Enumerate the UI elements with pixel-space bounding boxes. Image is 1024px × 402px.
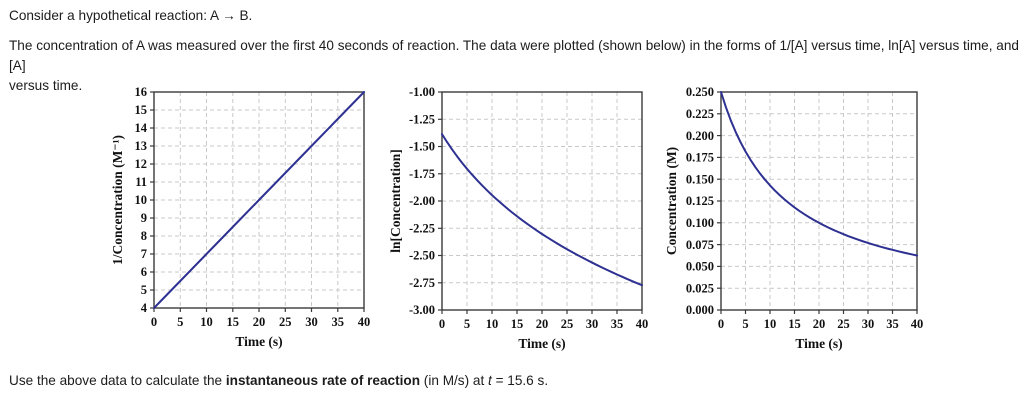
x-tick-label: 25 — [561, 317, 574, 331]
x-tick-label: 15 — [788, 317, 801, 331]
question-bold-phrase: instantaneous rate of reaction — [225, 373, 421, 388]
chart-concentration-vs-time: 0 5 10 15 20 25 30 35 40 0.000 0.025 0.050 0.075 0.10… — [664, 85, 923, 351]
gridlines — [442, 92, 642, 310]
y-tick-label: 15 — [135, 103, 148, 117]
y-tick-label: -2.50 — [409, 249, 435, 263]
x-tick-label: 15 — [511, 317, 524, 331]
intro-paragraph-line-1: The concentration of A was measured over… — [9, 38, 1019, 73]
x-tick-label: 40 — [911, 317, 924, 331]
x-tick-label: 0 — [439, 317, 445, 331]
y-tick-labels: 0.000 0.025 0.050 0.075 0.100 0.125 0.150 0.175… — [686, 85, 714, 317]
y-tick-label: -1.75 — [409, 167, 435, 181]
intro-paragraph: The concentration of A was measured over… — [9, 36, 1019, 96]
x-tick-label: 10 — [764, 317, 777, 331]
chart-inverse-concentration-vs-time: 0 5 10 15 20 25 30 35 4045678910111213141516Time… — [110, 85, 370, 349]
y-tick-label: 0.000 — [686, 303, 714, 317]
x-tick-label: 5 — [177, 315, 183, 329]
y-tick-label: -3.00 — [409, 303, 435, 317]
question-middle: (in M/s) at — [420, 373, 489, 388]
series-line — [441, 133, 643, 287]
x-tick-label: 0 — [718, 317, 724, 331]
x-tick-label: 5 — [464, 317, 470, 331]
question-suffix: = 15.6 s. — [491, 373, 549, 388]
x-tick-label: 35 — [611, 317, 624, 331]
x-tick-labels: 0 5 10 15 20 25 30 35 40 — [151, 315, 370, 329]
x-tick-label: 10 — [486, 317, 499, 331]
x-tick-label: 30 — [862, 317, 875, 331]
y-tick-label: 11 — [135, 175, 147, 189]
y-tick-labels: 4 5 6 7 8 9 10 11 12 13 14 15 16 — [135, 85, 148, 315]
y-axis-label: Concentration (M) — [664, 147, 679, 255]
x-tick-labels: 0 5 10 15 20 25 30 35 40 — [439, 317, 648, 331]
y-tick-label: 0.100 — [686, 216, 714, 230]
y-tick-label: -1.50 — [409, 140, 435, 154]
intro-paragraph-line-2: versus time. — [9, 78, 83, 93]
x-tick-label: 20 — [536, 317, 549, 331]
question-text: Use the above data to calculate the inst… — [9, 371, 548, 391]
series-line — [720, 91, 918, 257]
intro-reaction-statement: Consider a hypothetical reaction: A → B. — [9, 8, 253, 23]
y-tick-label: -1.00 — [409, 85, 435, 99]
tick-marks — [717, 91, 918, 314]
x-axis-label: Time (s) — [795, 336, 842, 351]
x-axis-label: Time (s) — [235, 334, 282, 349]
y-tick-label: 0.250 — [686, 85, 714, 99]
y-axis-label: 1/Concentration (M⁻¹) — [110, 135, 125, 265]
x-tick-label: 35 — [886, 317, 899, 331]
x-tick-label: 20 — [813, 317, 826, 331]
y-tick-label: 14 — [135, 121, 148, 135]
x-tick-label: 25 — [837, 317, 850, 331]
x-tick-label: 40 — [358, 315, 371, 329]
y-tick-label: 0.050 — [686, 260, 714, 274]
tick-marks — [438, 91, 643, 314]
y-tick-label: -2.25 — [409, 221, 435, 235]
y-tick-label: 7 — [141, 247, 147, 261]
chart-ln-concentration-vs-time: 0 5 10 15 20 25 30 35 40 -3.00 -2.75 -2.50 -2.25 -2.0… — [390, 85, 648, 351]
y-tick-label: 0.025 — [686, 281, 714, 295]
tick-marks — [150, 91, 365, 312]
y-tick-label: 4 — [141, 301, 148, 315]
y-tick-label: -2.00 — [409, 194, 435, 208]
question-prefix: Use the above data to calculate the — [9, 373, 226, 388]
y-tick-label: 9 — [141, 211, 147, 225]
y-tick-label: 6 — [141, 265, 147, 279]
y-tick-label: 0.225 — [686, 107, 714, 121]
x-tick-label: 40 — [636, 317, 649, 331]
x-tick-labels: 0 5 10 15 20 25 30 35 40 — [718, 317, 923, 331]
x-tick-label: 20 — [253, 315, 266, 329]
x-tick-label: 10 — [200, 315, 213, 329]
y-tick-label: 0.150 — [686, 172, 714, 186]
y-tick-label: 12 — [135, 157, 148, 171]
x-tick-label: 0 — [151, 315, 157, 329]
y-tick-label: 13 — [135, 139, 148, 153]
y-tick-labels: -3.00 -2.75 -2.50 -2.25 -2.00 -1.75 -1.50 -1.25… — [409, 85, 435, 317]
x-tick-label: 5 — [742, 317, 748, 331]
x-tick-label: 30 — [586, 317, 599, 331]
x-tick-label: 30 — [305, 315, 318, 329]
x-tick-label: 15 — [227, 315, 240, 329]
question-time-variable: t — [488, 373, 492, 388]
series-line — [153, 91, 365, 309]
y-tick-label: -1.25 — [409, 113, 435, 127]
y-tick-label: 0.125 — [686, 194, 714, 208]
y-axis-label: ln[Concentration] — [390, 149, 403, 253]
y-tick-label: 5 — [141, 283, 147, 297]
x-axis-label: Time (s) — [518, 336, 565, 351]
y-tick-label: -2.75 — [409, 276, 435, 290]
gridlines — [721, 92, 917, 310]
y-tick-label: 8 — [141, 229, 147, 243]
y-tick-label: 10 — [135, 193, 148, 207]
y-tick-label: 0.200 — [686, 129, 714, 143]
x-tick-label: 25 — [279, 315, 292, 329]
y-tick-label: 16 — [135, 85, 148, 99]
y-tick-label: 0.075 — [686, 238, 714, 252]
y-tick-label: 0.175 — [686, 151, 714, 165]
x-tick-label: 35 — [332, 315, 345, 329]
